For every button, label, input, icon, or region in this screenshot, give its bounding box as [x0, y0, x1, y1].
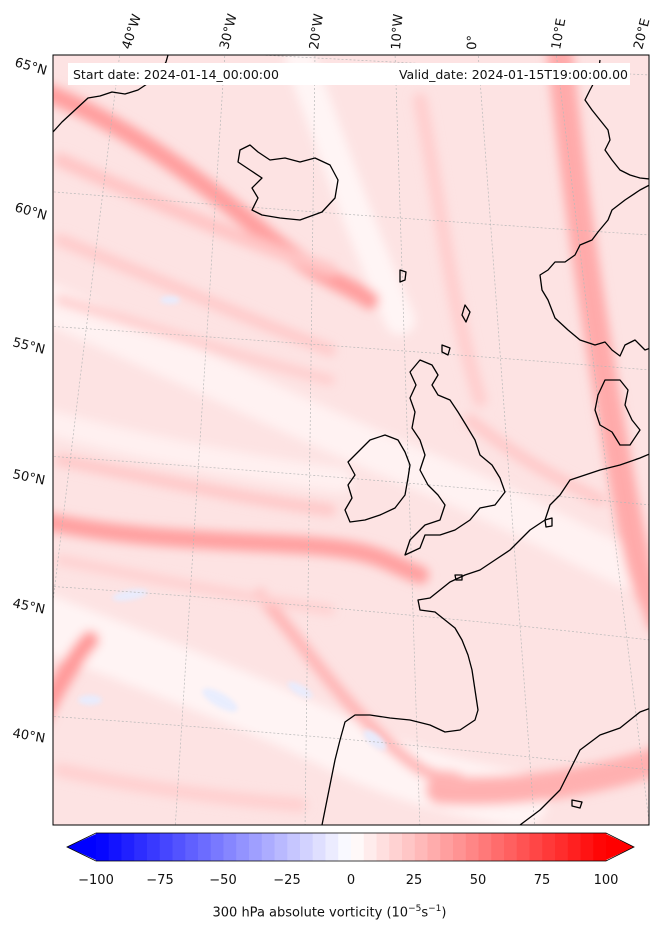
ireland-coast — [344, 434, 411, 523]
colorbar-segment — [542, 833, 556, 861]
colorbar-segment — [172, 833, 186, 861]
cb-tick-label: −100 — [78, 873, 114, 888]
longitude-labels: 40°W 30°W 20°W 10°W 0° 10°E 20°E — [120, 12, 654, 51]
colorbar-segment — [261, 833, 275, 861]
lat-label-50n: 50°N — [11, 467, 46, 488]
colorbar-segments — [96, 833, 607, 861]
cb-tick-label: 50 — [470, 873, 487, 888]
lat-label-60n: 60°N — [13, 200, 49, 223]
lat-label-55n: 55°N — [11, 335, 46, 357]
colorbar-segment — [274, 833, 288, 861]
colorbar-segment — [325, 833, 339, 861]
colorbar-title: 300 hPa absolute vorticity (10−5s−1) — [212, 904, 447, 921]
cb-tick-label: −75 — [146, 873, 173, 888]
lat-label-45n: 45°N — [11, 596, 46, 617]
colorbar-segment — [185, 833, 199, 861]
colorbar-segment — [108, 833, 122, 861]
cb-tick-label: −25 — [273, 873, 300, 888]
colorbar-segment — [440, 833, 454, 861]
colorbar-segment — [121, 833, 135, 861]
lon-label-30w: 30°W — [217, 12, 240, 51]
colorbar-segment — [504, 833, 518, 861]
colorbar-segment — [134, 833, 148, 861]
lon-label-20w: 20°W — [307, 13, 327, 51]
coastlines — [53, 55, 649, 825]
colorbar-segment — [338, 833, 352, 861]
colorbar-segment — [516, 833, 530, 861]
colorbar-segment — [363, 833, 377, 861]
colorbar-segment — [223, 833, 237, 861]
great-britain-coast — [404, 359, 506, 556]
colorbar-segment — [300, 833, 314, 861]
colorbar-segment — [580, 833, 594, 861]
colorbar-segment — [312, 833, 326, 861]
colorbar-outline — [66, 832, 635, 862]
lat-label-65n: 65°N — [13, 55, 49, 78]
colorbar-segment — [249, 833, 263, 861]
cb-tick-label: 75 — [534, 873, 551, 888]
cb-tick-label: 0 — [347, 873, 355, 888]
cb-tick-label: 25 — [406, 873, 423, 888]
colorbar-segment — [147, 833, 161, 861]
latitude-labels: 65°N 60°N 55°N 50°N 45°N 40°N — [11, 55, 49, 746]
europe-coast — [321, 453, 649, 825]
lon-label-10w: 10°W — [389, 13, 406, 50]
colorbar-segment — [453, 833, 467, 861]
map-frame — [52, 54, 650, 826]
lon-label-40w: 40°W — [120, 12, 145, 51]
colorbar-segment — [389, 833, 403, 861]
colorbar-segment — [96, 833, 110, 861]
colorbar-segment — [555, 833, 569, 861]
scandinavia-coast — [539, 184, 649, 357]
colorbar-max-arrow — [606, 834, 634, 860]
cb-tick-label: 100 — [594, 873, 619, 888]
colorbar-segment — [287, 833, 301, 861]
colorbar-segment — [236, 833, 250, 861]
header-background — [68, 63, 630, 85]
colorbar-segment — [567, 833, 581, 861]
colorbar-segment — [376, 833, 390, 861]
colorbar-segment — [351, 833, 365, 861]
colorbar-segment — [491, 833, 505, 861]
colorbar-segment — [465, 833, 479, 861]
valid-date-label: Valid_date: 2024-01-15T19:00:00.00 — [399, 67, 628, 82]
colorbar-segment — [529, 833, 543, 861]
lat-label-40n: 40°N — [11, 726, 46, 746]
lon-label-0: 0° — [465, 35, 481, 50]
colorbar-segment — [402, 833, 416, 861]
colorbar-min-arrow — [67, 834, 96, 860]
iceland-coast — [237, 144, 339, 221]
cb-tick-label: −50 — [209, 873, 236, 888]
colorbar: −100 −75 −50 −25 0 25 50 75 100 — [66, 832, 635, 888]
colorbar-segment — [198, 833, 212, 861]
denmark-coast — [594, 379, 641, 446]
lon-label-20e: 20°E — [631, 17, 653, 51]
colorbar-segment — [427, 833, 441, 861]
vorticity-field — [53, 55, 649, 825]
colorbar-segment — [593, 833, 607, 861]
colorbar-segment — [478, 833, 492, 861]
colorbar-segment — [159, 833, 173, 861]
colorbar-segment — [210, 833, 224, 861]
colorbar-ticks: −100 −75 −50 −25 0 25 50 75 100 — [78, 873, 618, 888]
start-date-label: Start date: 2024-01-14_00:00:00 — [73, 67, 279, 82]
lon-label-10e: 10°E — [549, 17, 569, 50]
colorbar-segment — [414, 833, 428, 861]
